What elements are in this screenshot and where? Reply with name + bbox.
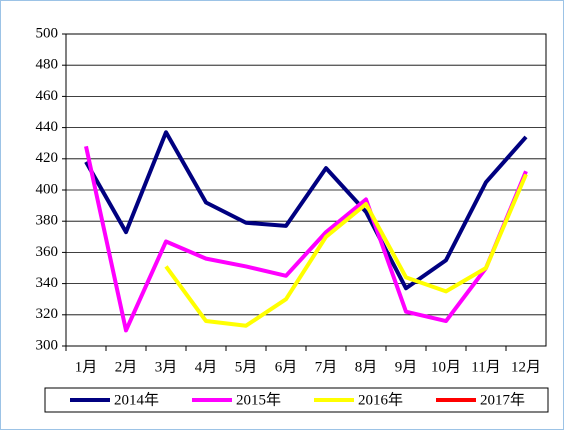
x-tick-label: 3月	[155, 359, 178, 375]
x-tick-label: 12月	[511, 359, 541, 375]
y-tick-label: 400	[36, 181, 59, 197]
x-tick-label: 8月	[355, 359, 378, 375]
x-tick-label: 5月	[235, 359, 258, 375]
x-tick-label: 11月	[471, 359, 500, 375]
y-tick-label: 420	[36, 150, 59, 166]
y-tick-label: 300	[36, 337, 59, 353]
x-tick-label: 6月	[275, 359, 298, 375]
x-tick-label: 10月	[431, 359, 461, 375]
y-tick-label: 440	[36, 119, 59, 135]
y-tick-label: 360	[36, 244, 59, 260]
legend-label: 2017年	[480, 391, 525, 408]
series-line	[84, 130, 528, 291]
x-tick-label: 9月	[395, 359, 418, 375]
x-tick-label: 2月	[115, 359, 138, 375]
legend-label: 2014年	[114, 391, 159, 408]
legend-label: 2015年	[236, 391, 281, 408]
series-line	[84, 145, 528, 333]
y-tick-label: 500	[36, 25, 59, 41]
x-tick-label: 7月	[315, 359, 338, 375]
y-tick-label: 480	[36, 57, 59, 73]
legend-label: 2016年	[358, 391, 403, 408]
x-tick-label: 4月	[195, 359, 218, 375]
y-tick-label: 460	[36, 88, 59, 104]
series-line	[164, 173, 528, 328]
y-tick-label: 340	[36, 275, 59, 291]
y-tick-label: 380	[36, 213, 59, 229]
y-tick-label: 320	[36, 306, 59, 322]
x-tick-label: 1月	[75, 359, 98, 375]
